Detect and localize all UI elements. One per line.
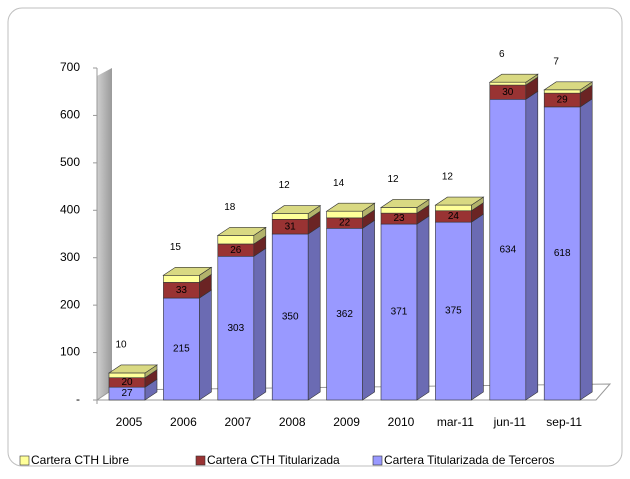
data-label: 10: [115, 340, 127, 351]
bar-side: [362, 219, 375, 401]
data-label: 350: [282, 312, 299, 323]
y-tick-label: 500: [60, 155, 80, 169]
bar-segment: [108, 372, 146, 379]
x-tick-label: 2010: [388, 415, 415, 429]
bar-segment: [543, 106, 581, 401]
data-label: 14: [333, 178, 345, 189]
bar-top: [108, 364, 158, 374]
data-label: 26: [230, 245, 242, 256]
bar-top: [380, 199, 430, 208]
bar-side: [579, 98, 593, 401]
bar-segment: [217, 235, 255, 245]
bar-side: [471, 213, 484, 401]
side-wall: [97, 68, 112, 400]
bar-segment: [326, 210, 363, 219]
bar-top: [216, 227, 267, 236]
x-tick-label: 2008: [279, 415, 306, 429]
data-label: 12: [279, 180, 291, 191]
legend-swatch: [372, 455, 383, 466]
data-label: 31: [285, 221, 297, 232]
data-label: 24: [448, 211, 460, 222]
y-tick-label: 300: [60, 250, 80, 264]
x-tick-label: 2009: [333, 415, 360, 429]
bar-top: [434, 196, 485, 206]
data-label: 634: [499, 244, 516, 255]
x-tick-label: sep-11: [546, 415, 582, 429]
bar-top: [162, 266, 213, 276]
data-label: 371: [391, 307, 408, 318]
legend-label: Cartera Titularizada de Terceros: [384, 453, 555, 467]
y-tick-label: 100: [60, 345, 80, 359]
data-label: 12: [387, 174, 399, 185]
bar-segment: [435, 221, 472, 401]
bar-top: [543, 81, 594, 91]
data-label: 6: [499, 49, 505, 60]
legend-swatch: [19, 455, 30, 466]
data-label: 362: [336, 309, 353, 320]
bar-side: [253, 247, 267, 401]
bar-top: [325, 202, 376, 212]
x-tick-label: 2006: [170, 415, 197, 429]
y-tick-label: 700: [60, 60, 80, 74]
bar-segment: [489, 99, 527, 401]
bar-segment: [435, 204, 472, 212]
data-label: 20: [121, 377, 133, 388]
bar-segment: [380, 223, 418, 401]
bar-segment: [271, 213, 309, 220]
data-label: 22: [339, 218, 351, 229]
data-label: 27: [121, 388, 133, 399]
y-tick-label: 600: [60, 108, 80, 122]
bar-segment: [380, 207, 418, 214]
bar-segment: [326, 228, 363, 401]
bar-top: [271, 205, 322, 214]
data-label: 375: [445, 306, 462, 317]
bar-segment: [217, 255, 255, 401]
bar-segment: [543, 89, 581, 94]
data-label: 29: [557, 95, 569, 106]
legend-label: Cartera CTH Libre: [31, 453, 129, 467]
y-tick-label: -: [76, 392, 80, 406]
y-tick-label: 400: [60, 202, 80, 216]
data-label: 215: [173, 344, 190, 355]
data-label: 15: [170, 242, 182, 253]
bar-side: [199, 289, 212, 401]
bar-side: [416, 215, 430, 401]
x-tick-label: jun-11: [493, 415, 527, 429]
data-label: 618: [554, 248, 571, 259]
x-tick-label: mar-11: [437, 415, 474, 429]
x-tick-label: 2007: [224, 415, 251, 429]
data-label: 30: [502, 87, 514, 98]
x-tick-label: 2005: [116, 415, 143, 429]
bar-segment: [271, 233, 309, 401]
data-label: 33: [176, 285, 188, 296]
data-label: 7: [553, 56, 559, 67]
data-label: 18: [224, 202, 236, 213]
bar-side: [525, 90, 539, 401]
bar-top: [488, 73, 539, 83]
data-label: 12: [442, 172, 454, 183]
legend-label: Cartera CTH Titularizada: [207, 453, 340, 467]
bar-segment: [163, 274, 200, 283]
data-label: 23: [393, 213, 405, 224]
data-label: 303: [227, 323, 244, 334]
y-tick-label: 200: [60, 297, 80, 311]
bar-side: [307, 225, 321, 401]
legend-swatch: [195, 455, 206, 466]
bar-segment: [163, 297, 200, 401]
bar-segment: [489, 81, 527, 86]
